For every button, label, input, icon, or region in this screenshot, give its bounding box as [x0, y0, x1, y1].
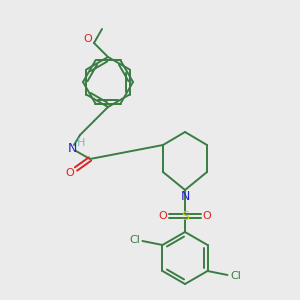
Text: N: N — [67, 142, 77, 155]
Text: O: O — [66, 168, 74, 178]
Text: N: N — [180, 190, 190, 203]
Text: O: O — [159, 211, 167, 221]
Text: O: O — [84, 34, 92, 44]
Text: O: O — [202, 211, 211, 221]
Text: H: H — [77, 138, 85, 148]
Text: Cl: Cl — [230, 271, 241, 281]
Text: Cl: Cl — [129, 235, 140, 245]
Text: S: S — [181, 209, 189, 223]
